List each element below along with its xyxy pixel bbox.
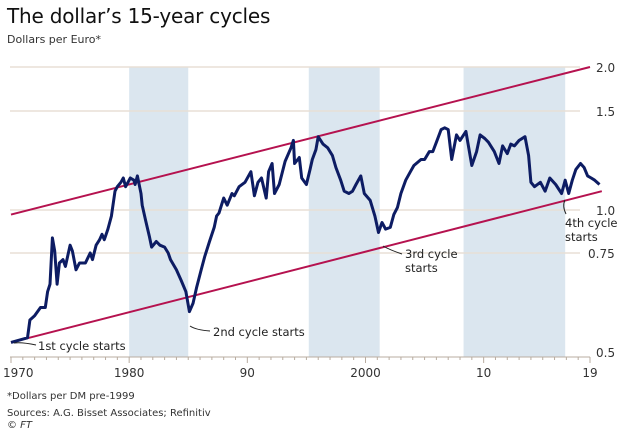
- annotation-arrow: [189, 325, 211, 332]
- series-line: [10, 126, 601, 344]
- annotation-arrow: [13, 342, 37, 346]
- annotation-label: 4th cycle starts: [565, 216, 618, 244]
- y-tick-label: 2.0: [596, 61, 615, 75]
- y-tick-label: 0.5: [596, 346, 615, 360]
- annotation-arrow: [563, 199, 567, 215]
- annotation-label: 1st cycle starts: [38, 339, 126, 353]
- shaded-period: [463, 67, 566, 357]
- chart-title: The dollar’s 15-year cycles: [7, 4, 271, 28]
- shaded-period: [308, 67, 380, 357]
- x-tick-label: 90: [240, 366, 255, 380]
- footnote: *Dollars per DM pre-1999: [7, 391, 135, 402]
- x-tick-label: 1980: [114, 366, 145, 380]
- x-tick-label: 1970: [3, 366, 34, 380]
- annotation-arrow: [382, 245, 403, 255]
- chart-subtitle: Dollars per Euro*: [7, 33, 102, 46]
- annotation-label: 2nd cycle starts: [213, 325, 305, 339]
- annotation-label: 3rd cycle starts: [405, 247, 458, 275]
- upper-channel-line: [10, 66, 591, 216]
- x-tick-label: 2000: [350, 366, 381, 380]
- x-tick-label: 19: [582, 366, 597, 380]
- lower-channel-line: [10, 190, 603, 344]
- y-tick-label: 1.0: [596, 204, 615, 218]
- y-tick-label: 1.5: [596, 105, 615, 119]
- copyright: © FT: [7, 420, 33, 431]
- x-tick-label: 10: [476, 366, 491, 380]
- sources: Sources: A.G. Bisset Associates; Refinit…: [7, 408, 211, 419]
- y-tick-label: 0.75: [588, 247, 615, 261]
